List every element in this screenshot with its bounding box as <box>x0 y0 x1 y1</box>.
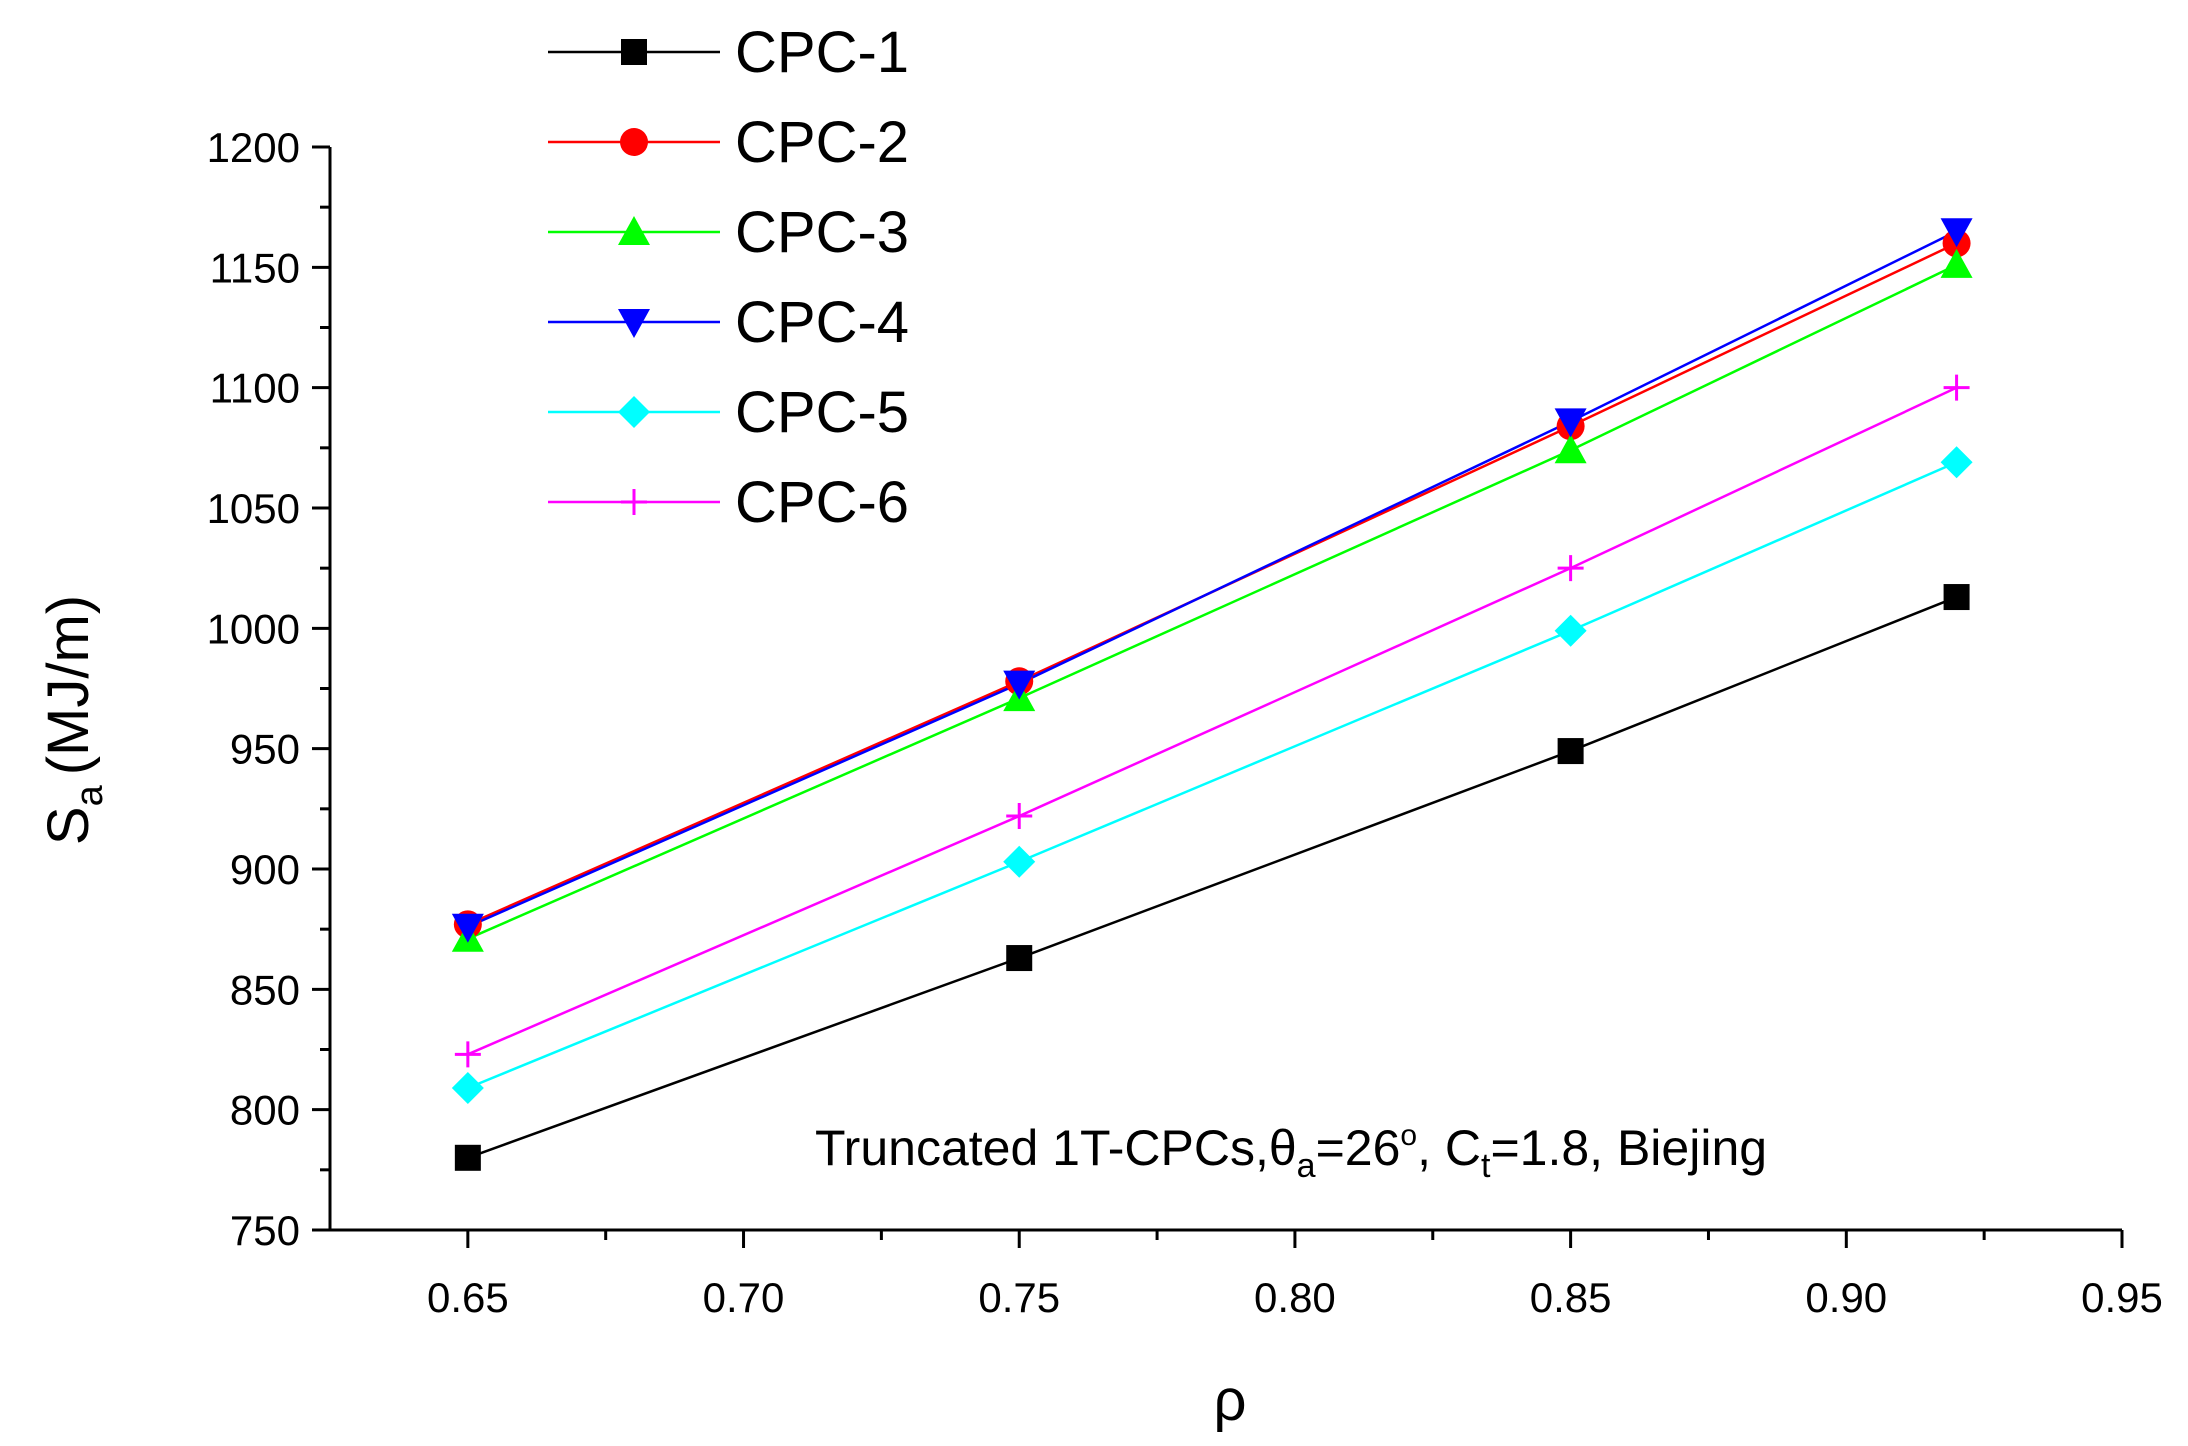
data-point-cpc-3 <box>1554 434 1587 464</box>
x-tick-label: 0.90 <box>1805 1274 1887 1321</box>
data-point-cpc-5 <box>1003 845 1036 878</box>
data-point-cpc-1 <box>1557 738 1584 765</box>
y-tick-label: 1000 <box>207 605 300 652</box>
data-point-cpc-5 <box>1940 446 1973 479</box>
chart-annotation: Truncated 1T-CPCs,θa=26o, Ct=1.8, Biejin… <box>815 1119 1767 1185</box>
legend-label-cpc-3: CPC-3 <box>735 200 909 265</box>
legend-marker-cpc-5 <box>618 396 650 428</box>
annotation-part2: =26 <box>1316 1120 1401 1176</box>
legend-marker-cpc-1 <box>621 39 647 65</box>
x-tick-label: 0.80 <box>1254 1274 1336 1321</box>
series-line-cpc-3 <box>467 263 1958 940</box>
data-point-cpc-1 <box>454 1144 481 1171</box>
legend-label-cpc-2: CPC-2 <box>735 110 909 175</box>
x-tick-label: 0.95 <box>2081 1274 2163 1321</box>
y-tick-label: 950 <box>230 726 300 773</box>
legend-marker-cpc-6 <box>621 489 647 515</box>
data-point-cpc-4 <box>1003 670 1036 700</box>
x-tick-label: 0.85 <box>1530 1274 1612 1321</box>
y-tick-label: 1150 <box>210 244 300 291</box>
x-tick-label: 0.70 <box>703 1274 785 1321</box>
axes: 0.65 0.70 0.75 0.80 0.85 0.90 0.95 750 800 850 900… <box>207 124 2163 1321</box>
data-point-cpc-4 <box>1940 218 1973 248</box>
legend-marker-cpc-2 <box>620 128 648 156</box>
y-tick-label: 900 <box>230 846 300 893</box>
series-markers <box>451 218 1973 1171</box>
legend-label-cpc-5: CPC-5 <box>735 380 909 445</box>
legend: CPC-1 CPC-2 CPC-3 CPC-4 CPC-5 CPC-6 <box>548 20 909 535</box>
annotation-theta-sub: a <box>1297 1147 1316 1185</box>
data-point-cpc-1 <box>1943 584 1970 611</box>
y-tick-label: 850 <box>230 966 300 1013</box>
x-axis-title: ρ <box>1214 1368 1247 1433</box>
data-point-cpc-6 <box>1943 374 1970 401</box>
data-point-cpc-5 <box>1554 614 1587 647</box>
legend-label-cpc-6: CPC-6 <box>735 470 909 535</box>
data-point-cpc-5 <box>451 1072 484 1105</box>
data-point-cpc-1 <box>1006 945 1033 972</box>
y-axis-title: Sa (MJ/m) <box>36 595 111 845</box>
data-point-cpc-4 <box>1554 408 1587 438</box>
series-line-cpc-1 <box>467 595 1958 1159</box>
y-tick-label: 800 <box>230 1087 300 1134</box>
data-point-cpc-3 <box>1940 248 1973 278</box>
data-point-cpc-4 <box>451 913 484 943</box>
annotation-part3: , C <box>1417 1120 1481 1176</box>
y-tick-label: 750 <box>230 1207 300 1254</box>
data-point-cpc-6 <box>454 1041 481 1068</box>
annotation-theta: θ <box>1269 1120 1297 1176</box>
legend-label-cpc-1: CPC-1 <box>735 20 909 85</box>
y-tick-label: 1050 <box>207 485 300 532</box>
series-line-cpc-4 <box>467 230 1958 928</box>
y-axis-title-unit: (MJ/m) <box>36 595 101 775</box>
annotation-degree: o <box>1400 1119 1417 1152</box>
x-tick-label: 0.65 <box>427 1274 509 1321</box>
annotation-part1: Truncated 1T-CPCs, <box>815 1120 1269 1176</box>
y-tick-label: 1100 <box>210 365 300 412</box>
annotation-part4: =1.8, Biejing <box>1490 1120 1767 1176</box>
y-tick-label: 1200 <box>207 124 300 171</box>
data-point-cpc-6 <box>1557 555 1584 582</box>
series-lines <box>467 230 1958 1159</box>
series-line-cpc-2 <box>467 242 1958 926</box>
x-tick-label: 0.75 <box>978 1274 1060 1321</box>
annotation-c-sub: t <box>1481 1147 1491 1185</box>
y-axis-title-main: S <box>36 806 101 845</box>
legend-marker-cpc-4 <box>618 309 650 338</box>
legend-marker-cpc-3 <box>618 216 650 245</box>
legend-label-cpc-4: CPC-4 <box>735 290 909 355</box>
data-point-cpc-6 <box>1006 803 1033 830</box>
series-line-cpc-5 <box>467 461 1958 1090</box>
series-line-cpc-6 <box>467 386 1958 1056</box>
y-axis-title-sub: a <box>69 784 111 806</box>
